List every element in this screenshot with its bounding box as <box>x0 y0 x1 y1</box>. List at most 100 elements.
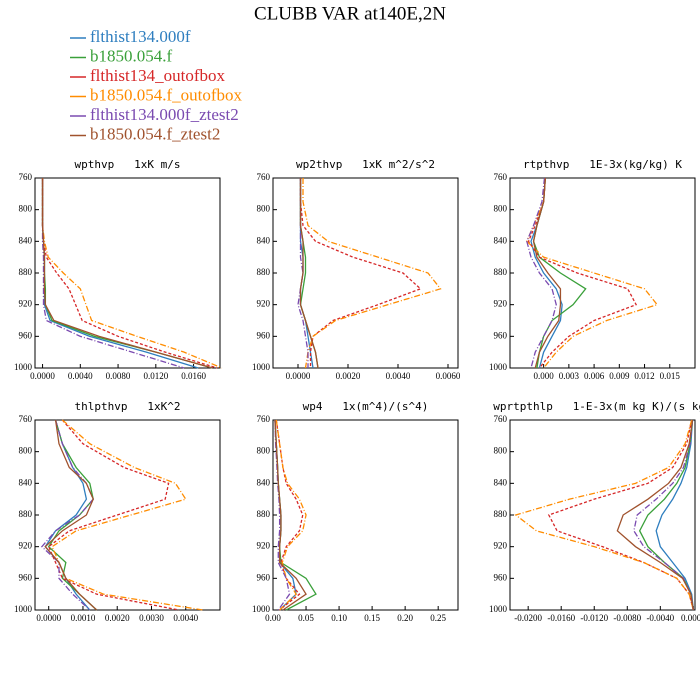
x-tick-label: -0.0160 <box>547 613 575 623</box>
y-tick-label: 960 <box>19 330 33 340</box>
y-tick-label: 880 <box>494 509 508 519</box>
profile-line <box>40 419 94 611</box>
x-tick-label: 0.25 <box>430 613 446 623</box>
x-tick-label: 0.006 <box>584 371 605 381</box>
y-tick-label: 800 <box>19 446 33 456</box>
profile-line <box>274 419 297 611</box>
x-tick-label: 0.012 <box>634 371 654 381</box>
profile-line <box>44 419 91 611</box>
x-tick-label: 0.0040 <box>68 371 93 381</box>
legend-label: flthist134_outofbox <box>90 66 226 85</box>
x-tick-label: -0.0120 <box>580 613 608 623</box>
profile-line <box>655 419 694 611</box>
profile-line <box>41 178 213 369</box>
profile-line <box>41 178 223 369</box>
x-tick-label: 0.003 <box>559 371 580 381</box>
profile-line <box>41 178 218 369</box>
x-tick-label: 0.0000 <box>30 371 55 381</box>
y-tick-label: 880 <box>257 267 271 277</box>
profile-line <box>547 419 694 611</box>
plot-frame <box>272 419 459 611</box>
y-tick-label: 920 <box>494 299 508 309</box>
y-tick-label: 760 <box>494 172 508 182</box>
y-tick-label: 960 <box>494 572 508 582</box>
panel-title: wpthvp 1xK m/s <box>75 158 181 171</box>
y-tick-label: 1000 <box>252 362 271 372</box>
profile-line <box>526 177 557 369</box>
profile-line <box>274 419 307 611</box>
x-tick-label: 0.015 <box>660 371 681 381</box>
legend-label: flthist134.000f_ztest2 <box>90 105 239 124</box>
panel-title: wp4 1x(m^4)/(s^4) <box>303 400 429 413</box>
y-tick-label: 760 <box>257 414 271 424</box>
legend-label: b1850.054.f_ztest2 <box>90 124 220 143</box>
x-tick-label: 0.0160 <box>181 371 206 381</box>
y-tick-label: 960 <box>19 572 33 582</box>
profile-line <box>527 177 638 369</box>
x-tick-label: 0.0020 <box>105 613 130 623</box>
y-tick-label: 800 <box>494 446 508 456</box>
y-tick-label: 880 <box>494 267 508 277</box>
y-tick-label: 760 <box>19 414 33 424</box>
y-tick-label: 880 <box>19 509 33 519</box>
y-tick-label: 800 <box>257 446 271 456</box>
profile-line <box>299 178 422 368</box>
y-tick-label: 840 <box>494 477 508 487</box>
y-tick-label: 1000 <box>14 604 33 614</box>
y-tick-label: 840 <box>19 235 33 245</box>
y-tick-label: 1000 <box>252 604 271 614</box>
x-tick-label: 0.0080 <box>106 371 131 381</box>
profile-line <box>274 419 291 611</box>
y-tick-label: 960 <box>494 330 508 340</box>
y-tick-label: 1000 <box>489 604 508 614</box>
x-tick-label: -0.0040 <box>646 613 674 623</box>
y-tick-label: 800 <box>19 204 33 214</box>
x-tick-label: 0.0040 <box>173 613 198 623</box>
plot-frame <box>509 419 696 611</box>
x-tick-label: 0.000 <box>534 371 555 381</box>
y-tick-label: 760 <box>19 172 33 182</box>
profile-line <box>41 178 199 369</box>
legend-label: b1850.054.f_outofbox <box>90 85 243 104</box>
y-tick-label: 960 <box>257 330 271 340</box>
x-tick-label: 0.0040 <box>386 371 411 381</box>
figure-title: CLUBB VAR at140E,2N <box>254 3 446 24</box>
y-tick-label: 920 <box>494 541 508 551</box>
x-tick-label: 0.0020 <box>336 371 361 381</box>
profile-line <box>47 419 98 611</box>
x-tick-label: 0.0060 <box>436 371 461 381</box>
y-tick-label: 920 <box>257 541 271 551</box>
x-tick-label: 0.10 <box>331 613 347 623</box>
x-tick-label: 0.00 <box>265 613 281 623</box>
x-tick-label: 0.0010 <box>71 613 96 623</box>
legend-label: b1850.054.f <box>90 46 173 65</box>
x-tick-label: 0.0000 <box>36 613 61 623</box>
legend-label: flthist134.000f <box>90 27 191 46</box>
y-tick-label: 920 <box>19 541 33 551</box>
profile-line <box>299 178 319 369</box>
panel-title: thlpthvp 1xK^2 <box>75 400 181 413</box>
profile-line <box>41 178 185 369</box>
y-tick-label: 840 <box>494 235 508 245</box>
profile-line <box>514 419 694 611</box>
y-tick-label: 800 <box>494 204 508 214</box>
x-tick-label: -0.0200 <box>514 613 542 623</box>
y-tick-label: 1000 <box>489 362 508 372</box>
profile-line <box>638 419 694 611</box>
y-tick-label: 1000 <box>14 362 33 372</box>
x-tick-label: 0.0000 <box>286 371 311 381</box>
x-tick-label: 0.0120 <box>143 371 168 381</box>
profile-line <box>51 419 203 611</box>
profile-line <box>44 419 98 611</box>
panel-title: wp2thvp 1xK m^2/s^2 <box>296 158 435 171</box>
y-tick-label: 880 <box>257 509 271 519</box>
x-tick-label: 0.20 <box>397 613 413 623</box>
y-tick-label: 840 <box>257 477 271 487</box>
y-tick-label: 920 <box>19 299 33 309</box>
y-tick-label: 840 <box>257 235 271 245</box>
profile-line <box>532 177 562 369</box>
x-tick-label: 0.009 <box>609 371 630 381</box>
x-tick-label: 0.05 <box>298 613 314 623</box>
plot-frame <box>34 419 221 611</box>
